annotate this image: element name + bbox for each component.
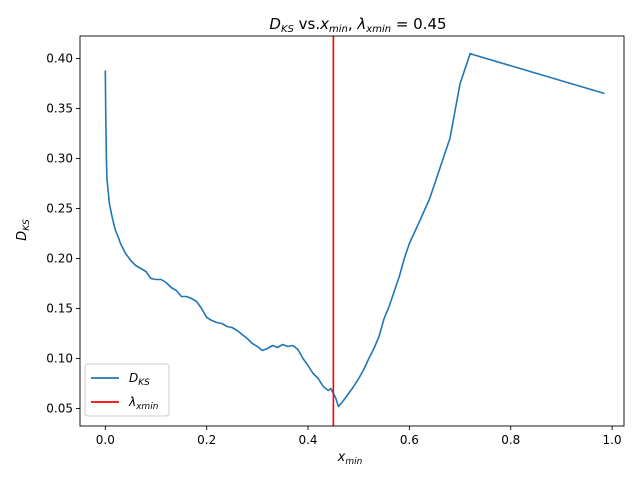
x-tick-label: 0.4 (298, 433, 317, 447)
y-tick-label: 0.30 (46, 152, 73, 166)
y-tick-label: 0.05 (46, 402, 73, 416)
x-tick-label: 0.6 (400, 433, 419, 447)
axes-frame (79, 35, 625, 427)
legend-frame (84, 363, 170, 417)
y-tick-label: 0.10 (46, 352, 73, 366)
x-tick-label: 0.8 (501, 433, 520, 447)
y-tick-label: 0.25 (46, 202, 73, 216)
legend: DKS λxmin (84, 363, 170, 417)
plot-area: 0.0 0.2 0.4 0.6 0.8 1.0 0.05 0.10 0.15 0.20 0.25 0.… (46, 35, 625, 447)
dks-series-line (104, 52, 605, 408)
x-tick-label: 1.0 (603, 433, 622, 447)
chart-title: DKS vs.xmin, λxmin = 0.45 (269, 15, 446, 35)
legend-label-dks: DKS (129, 371, 150, 388)
y-tick-label: 0.20 (46, 252, 73, 266)
y-axis-label: DKS (15, 219, 32, 241)
x-tick-label: 0.2 (197, 433, 216, 447)
x-tick-label: 0.0 (96, 433, 115, 447)
y-tick-label: 0.15 (46, 302, 73, 316)
legend-label-lambda: λxmin (128, 395, 159, 412)
x-axis-label: xmin (337, 450, 363, 467)
y-tick-label: 0.40 (46, 52, 73, 66)
y-tick-label: 0.35 (46, 102, 73, 116)
